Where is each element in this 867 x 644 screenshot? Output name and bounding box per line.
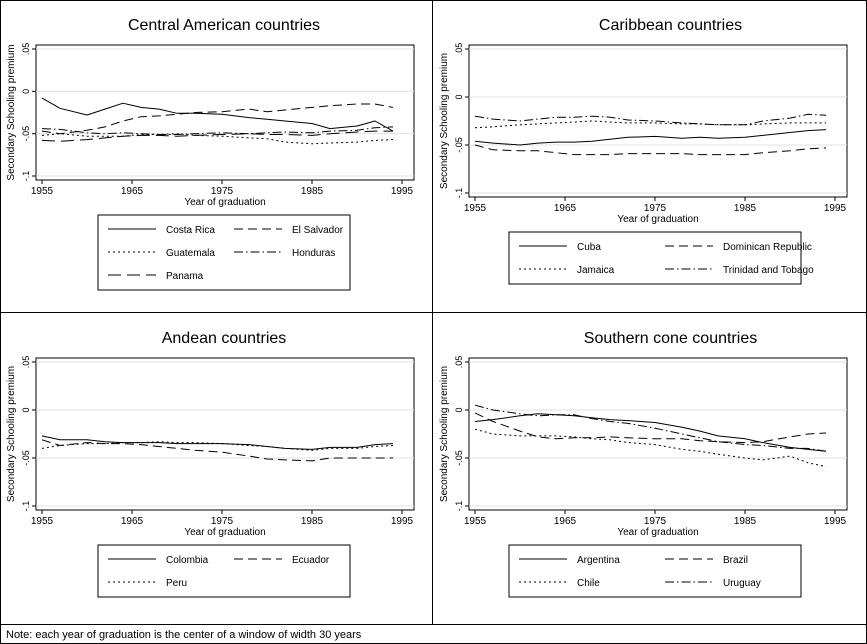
series-line-costa-rica	[41, 97, 394, 132]
chart-title: Southern cone countries	[584, 330, 757, 347]
legend-label-chile: Chile	[577, 578, 600, 589]
x-tick-label: 1975	[211, 516, 234, 527]
chart-panel-southern-cone-countries: Southern cone countries -.1 -.05 0 .05 Second…	[439, 330, 848, 598]
x-axis-label: Year of graduation	[617, 214, 698, 225]
chart-panel-andean-countries: Andean countries -.1 -.05 0 .05 Secondary Sch…	[6, 330, 415, 598]
legend-label-argentina: Argentina	[577, 555, 620, 566]
x-tick-label: 1965	[554, 203, 577, 214]
x-tick-label: 1985	[301, 186, 324, 197]
y-axis-label: Secondary Schooling premium	[439, 53, 450, 189]
x-tick-label: 1985	[734, 203, 757, 214]
legend-label-costa-rica: Costa Rica	[166, 225, 215, 236]
y-tick-label: 0	[21, 407, 31, 412]
legend-label-peru: Peru	[166, 578, 187, 589]
y-tick-label: -.1	[21, 501, 31, 512]
x-tick-label: 1955	[464, 516, 487, 527]
x-tick-label: 1955	[31, 516, 54, 527]
series-line-dominican-republic	[474, 144, 827, 156]
x-tick-label: 1995	[824, 203, 847, 214]
series-line-chile	[474, 428, 827, 468]
x-tick-label: 1995	[391, 186, 414, 197]
y-tick-label: .05	[454, 43, 464, 56]
legend-box	[508, 544, 802, 598]
x-axis-label: Year of graduation	[617, 527, 698, 538]
legend-label-trinidad-and-tobago: Trinidad and Tobago	[723, 265, 814, 276]
legend-box	[97, 544, 351, 598]
y-tick-label: .05	[21, 356, 31, 369]
figure-note: Note: each year of graduation is the cen…	[6, 629, 362, 641]
x-tick-label: 1965	[121, 516, 144, 527]
legend-label-dominican-republic: Dominican Republic	[723, 242, 812, 253]
plot-frame	[35, 44, 415, 181]
legend-box	[508, 231, 802, 285]
series-line-panama	[41, 130, 393, 142]
y-tick-label: 0	[454, 407, 464, 412]
series-line-jamaica	[474, 120, 826, 129]
panels: Central American countries -.1 -.05 0 .05 Sec…	[6, 17, 848, 598]
y-tick-label: -.05	[21, 126, 31, 142]
x-tick-label: 1985	[301, 516, 324, 527]
x-tick-label: 1975	[644, 516, 667, 527]
plot-frame	[468, 357, 848, 511]
chart-panel-caribbean-countries: Caribbean countries -.1 -.05 0 .05 Secondary …	[439, 17, 848, 285]
legend-label-guatemala: Guatemala	[166, 248, 215, 259]
series-line-el-salvador	[41, 103, 394, 135]
x-tick-label: 1975	[211, 186, 234, 197]
chart-title: Central American countries	[128, 17, 320, 34]
y-axis-label: Secondary Schooling premium	[6, 366, 17, 502]
legend-label-brazil: Brazil	[723, 555, 748, 566]
x-tick-label: 1985	[734, 516, 757, 527]
legend-label-el-salvador: El Salvador	[292, 225, 344, 236]
legend-label-honduras: Honduras	[292, 248, 335, 259]
chart-title: Andean countries	[162, 330, 287, 347]
x-axis-label: Year of graduation	[184, 527, 265, 538]
x-tick-label: 1975	[644, 203, 667, 214]
legend-label-ecuador: Ecuador	[292, 555, 330, 566]
series-line-argentina	[474, 413, 827, 452]
legend-label-uruguay: Uruguay	[723, 578, 761, 589]
x-tick-label: 1955	[464, 203, 487, 214]
legend-label-colombia: Colombia	[166, 555, 209, 566]
legend-label-jamaica: Jamaica	[577, 265, 615, 276]
y-tick-label: -.1	[454, 501, 464, 512]
x-tick-label: 1995	[391, 516, 414, 527]
series-line-guatemala	[41, 133, 394, 145]
y-tick-label: -.05	[21, 450, 31, 466]
plot-frame	[468, 44, 848, 198]
x-tick-label: 1995	[824, 516, 847, 527]
y-tick-label: .05	[454, 356, 464, 369]
y-tick-label: 0	[21, 89, 31, 94]
y-tick-label: .05	[21, 43, 31, 56]
legend-label-cuba: Cuba	[577, 242, 601, 253]
plot-frame	[35, 357, 415, 511]
legend-label-panama: Panama	[166, 271, 204, 282]
y-tick-label: 0	[454, 94, 464, 99]
y-tick-label: -.1	[21, 171, 31, 182]
x-tick-label: 1955	[31, 186, 54, 197]
series-line-trinidad-and-tobago	[474, 113, 827, 126]
x-tick-label: 1965	[121, 186, 144, 197]
x-axis-label: Year of graduation	[184, 197, 265, 208]
x-tick-label: 1965	[554, 516, 577, 527]
series-line-cuba	[474, 129, 827, 146]
chart-title: Caribbean countries	[599, 17, 742, 34]
series-line-uruguay	[474, 404, 827, 452]
series-line-peru	[41, 441, 394, 451]
y-axis-label: Secondary Schooling premium	[439, 366, 450, 502]
y-tick-label: -.1	[454, 188, 464, 199]
y-tick-label: -.05	[454, 450, 464, 466]
chart-panel-central-american-countries: Central American countries -.1 -.05 0 .05 Sec…	[6, 17, 415, 291]
y-axis-label: Secondary Schooling premium	[6, 44, 17, 180]
series-line-honduras	[41, 126, 394, 135]
y-tick-label: -.05	[454, 137, 464, 153]
